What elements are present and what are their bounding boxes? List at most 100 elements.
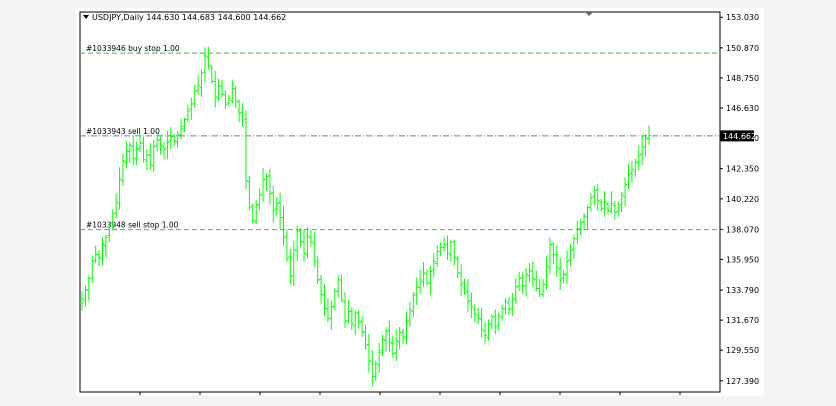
- ohlc-bar: [144, 148, 149, 171]
- ohlc-bar: [240, 103, 245, 127]
- ohlc-bar: [472, 303, 477, 323]
- ohlc-bar: [216, 78, 221, 102]
- ohlc-bar: [161, 142, 166, 160]
- ohlc-bar: [339, 274, 344, 303]
- symbol-header: USDJPY,Daily 144.630 144.683 144.600 144…: [92, 13, 286, 22]
- ohlc-bar: [243, 110, 248, 190]
- chart-svg: USDJPY,Daily 144.630 144.683 144.600 144…: [79, 11, 759, 395]
- price-axis: 153.030150.870148.750146.630144.500142.3…: [720, 13, 759, 386]
- ohlc-bar: [271, 186, 276, 223]
- ohlc-bar: [578, 218, 583, 235]
- ohlc-bar: [568, 243, 573, 266]
- ohlc-bar: [640, 134, 645, 166]
- ohlc-bar: [134, 141, 139, 166]
- ohlc-bar: [483, 322, 488, 345]
- ohlc-bar: [90, 255, 95, 284]
- price-axis-label: 142.350: [726, 165, 759, 174]
- ohlc-bar: [127, 142, 132, 163]
- ohlc-bar: [619, 191, 624, 212]
- ohlc-bar: [609, 191, 614, 214]
- ohlc-bar: [114, 193, 119, 219]
- ohlc-bar: [424, 269, 429, 286]
- ohlc-bar: [373, 360, 378, 381]
- ohlc-bar: [100, 236, 105, 266]
- orders-layer: #1033946 buy stop 1.00 #1033943 sell 1.00…: [80, 44, 720, 231]
- ohlc-bar: [428, 265, 433, 296]
- ohlc-bar: [592, 186, 597, 206]
- ohlc-bar: [407, 301, 412, 327]
- ohlc-bar: [513, 278, 518, 304]
- ohlc-bar: [124, 141, 129, 168]
- ohlc-bar: [107, 221, 112, 242]
- ohlc-bar: [120, 153, 125, 186]
- ohlc-bar: [356, 310, 361, 329]
- ohlc-bar: [325, 298, 330, 323]
- ohlc-bar: [530, 261, 535, 288]
- chart-shift-marker-icon[interactable]: [585, 12, 593, 16]
- order-label: #1033943 sell 1.00: [86, 127, 160, 136]
- ohlc-bar: [623, 177, 628, 207]
- price-axis-label: 138.070: [726, 225, 759, 234]
- ohlc-bar: [319, 274, 324, 304]
- ohlc-bar: [353, 310, 358, 336]
- time-axis: [139, 392, 681, 395]
- price-axis-label: 129.550: [726, 346, 759, 355]
- price-axis-label: 135.950: [726, 255, 759, 264]
- ohlc-bar: [387, 320, 392, 352]
- ohlc-bar: [445, 235, 450, 261]
- ohlc-bar: [554, 245, 559, 277]
- ohlc-bar: [138, 133, 143, 152]
- chart-frame: USDJPY,Daily 144.630 144.683 144.600 144…: [76, 8, 764, 396]
- ohlc-bar: [394, 329, 399, 362]
- ohlc-bar: [479, 307, 484, 338]
- ohlc-bar: [390, 335, 395, 358]
- ohlc-bar: [465, 279, 470, 312]
- ohlc-bar: [196, 74, 201, 95]
- ohlc-bar: [503, 298, 508, 315]
- ohlc-bar: [202, 47, 207, 83]
- ohlc-bar: [496, 312, 501, 331]
- price-axis-label: 150.870: [726, 44, 759, 53]
- ohlc-bar: [602, 191, 607, 217]
- ohlc-bar: [462, 278, 467, 295]
- ohlc-bar: [595, 184, 600, 212]
- ohlc-bar: [295, 225, 300, 262]
- price-axis-label: 153.030: [726, 13, 759, 22]
- ohlc-bar: [401, 328, 406, 345]
- ohlc-bar: [510, 293, 515, 316]
- symbol-menu-arrow-icon[interactable]: [83, 15, 89, 19]
- ohlc-bar: [558, 257, 563, 291]
- ohlc-bar: [250, 203, 255, 224]
- ohlc-bar: [151, 139, 156, 172]
- ohlc-bar: [517, 271, 522, 291]
- ohlc-bar: [431, 253, 436, 278]
- ohlc-bar: [97, 250, 102, 267]
- ohlc-bar: [411, 292, 416, 318]
- ohlc-bar: [383, 327, 388, 352]
- ohlc-bar: [500, 304, 505, 321]
- ohlc-bar: [575, 220, 580, 245]
- ohlc-bar: [220, 79, 225, 98]
- ohlc-bar: [418, 269, 423, 294]
- ohlc-bar: [103, 234, 108, 258]
- ohlc-bar: [223, 90, 228, 110]
- ohlc-bar: [544, 256, 549, 290]
- ohlc-bar: [636, 145, 641, 171]
- ohlc-bar: [158, 136, 163, 155]
- ohlc-bar: [626, 163, 631, 190]
- ohlc-bar: [363, 324, 368, 350]
- ohlc-bar: [524, 267, 529, 297]
- ohlc-bar: [452, 239, 457, 266]
- ohlc-bar: [226, 95, 231, 107]
- ohlc-bar: [606, 201, 611, 215]
- order-label: #1033946 buy stop 1.00: [86, 44, 180, 53]
- ohlc-bar: [302, 229, 307, 262]
- ohlc-bar: [308, 229, 313, 247]
- ohlc-bar: [527, 263, 532, 283]
- ohlc-bar: [643, 134, 648, 157]
- ohlc-bar: [179, 118, 184, 140]
- ohlc-bar: [264, 173, 269, 191]
- ohlc-bar: [469, 292, 474, 319]
- ohlc-bar: [366, 333, 371, 373]
- ohlc-bar: [476, 307, 481, 325]
